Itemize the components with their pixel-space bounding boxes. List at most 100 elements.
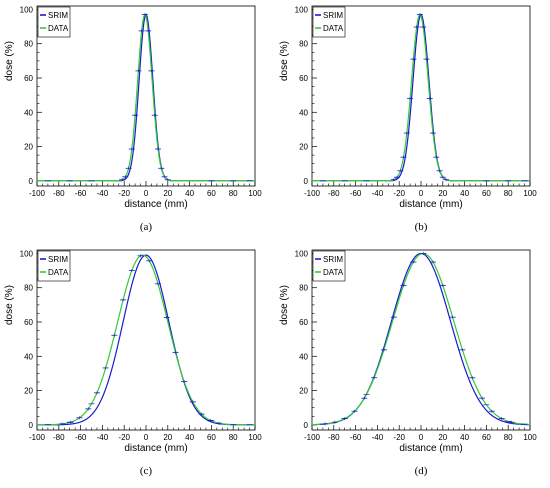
y-axis-label: dose (%) <box>279 285 290 325</box>
x-tick-label: 60 <box>207 433 216 442</box>
series-line-data <box>312 13 530 182</box>
chart-panel-d: -100 -80 -60 -40 -20 0 20 40 60 80 100 0 20 40 60 80 100… <box>279 249 537 477</box>
y-tick-label: 80 <box>299 40 308 49</box>
legend-label-srim: SRIM <box>48 11 68 20</box>
x-tick-label: -40 <box>97 189 109 198</box>
x-tick-label: -20 <box>118 189 130 198</box>
x-tick-label: -80 <box>53 189 65 198</box>
x-tick-label: 0 <box>419 433 424 442</box>
x-tick-label: -100 <box>304 189 321 198</box>
x-tick-label: 0 <box>144 433 149 442</box>
y-tick-label: 100 <box>20 249 34 258</box>
legend: SRIM DATA <box>37 6 71 38</box>
x-tick-label: 60 <box>482 189 491 198</box>
x-tick-label: -20 <box>118 433 130 442</box>
chart-panel-c: -100 -80 -60 -40 -20 0 20 40 60 80 100 0 20 40 60 80 100… <box>4 249 262 477</box>
legend-label-srim: SRIM <box>323 255 343 264</box>
panel-caption: (b) <box>415 221 428 233</box>
legend: SRIM DATA <box>312 250 346 282</box>
x-tick-label: -20 <box>393 433 405 442</box>
x-tick-label: 80 <box>504 189 513 198</box>
x-tick-label: -100 <box>304 433 321 442</box>
x-tick-label: 100 <box>523 433 537 442</box>
legend-box <box>37 250 71 282</box>
y-tick-label: 80 <box>299 284 308 293</box>
series-line-data <box>311 252 531 426</box>
legend: SRIM DATA <box>37 250 71 282</box>
y-tick-label: 40 <box>24 352 33 361</box>
y-tick-label: 40 <box>299 352 308 361</box>
y-tick-label: 20 <box>24 143 33 152</box>
x-tick-label: -60 <box>75 189 87 198</box>
x-tick-label: -80 <box>328 433 340 442</box>
x-tick-label: 20 <box>438 433 447 442</box>
y-axis-label: dose (%) <box>4 41 15 81</box>
y-tick-label: 0 <box>29 421 34 430</box>
x-tick-label: -40 <box>97 433 109 442</box>
x-tick-label: 80 <box>229 189 238 198</box>
y-tick-label: 100 <box>295 249 309 258</box>
x-tick-label: -100 <box>29 189 46 198</box>
x-tick-label: 40 <box>185 189 194 198</box>
x-tick-label: -20 <box>393 189 405 198</box>
y-tick-label: 0 <box>29 177 34 186</box>
y-tick-label: 40 <box>24 108 33 117</box>
x-tick-label: -100 <box>29 433 46 442</box>
y-tick-label: 60 <box>299 74 308 83</box>
y-tick-label: 100 <box>295 5 309 14</box>
x-tick-label: 100 <box>248 433 262 442</box>
x-tick-label: 60 <box>207 189 216 198</box>
x-tick-label: -40 <box>372 189 384 198</box>
x-axis-label: distance (mm) <box>399 199 462 210</box>
x-axis-label: distance (mm) <box>399 443 462 454</box>
x-axis-label: distance (mm) <box>124 443 187 454</box>
y-tick-label: 20 <box>299 143 308 152</box>
y-axis-label: dose (%) <box>279 41 290 81</box>
x-tick-label: -60 <box>350 189 362 198</box>
y-tick-label: 60 <box>24 74 33 83</box>
y-tick-label: 20 <box>24 387 33 396</box>
y-tick-label: 0 <box>304 177 309 186</box>
legend-label-srim: SRIM <box>48 255 68 264</box>
x-tick-label: 20 <box>163 189 172 198</box>
y-tick-label: 0 <box>304 421 309 430</box>
panel-caption: (a) <box>140 221 153 233</box>
y-tick-label: 80 <box>24 40 33 49</box>
x-tick-label: -80 <box>53 433 65 442</box>
y-tick-label: 60 <box>299 318 308 327</box>
y-tick-label: 40 <box>299 108 308 117</box>
x-tick-label: -60 <box>75 433 87 442</box>
series-line-data <box>37 13 255 182</box>
legend-box <box>37 6 71 38</box>
legend-label-srim: SRIM <box>323 11 343 20</box>
legend-label-data: DATA <box>323 24 344 33</box>
panel-caption: (d) <box>415 465 428 477</box>
x-tick-label: -80 <box>328 189 340 198</box>
x-tick-label: 20 <box>438 189 447 198</box>
x-tick-label: 40 <box>460 189 469 198</box>
series-line-srim <box>37 13 255 182</box>
x-tick-label: 100 <box>523 189 537 198</box>
legend: SRIM DATA <box>312 6 346 38</box>
y-tick-label: 80 <box>24 284 33 293</box>
x-tick-label: 0 <box>419 189 424 198</box>
y-tick-label: 20 <box>299 387 308 396</box>
legend-box <box>312 6 346 38</box>
x-axis-label: distance (mm) <box>124 199 187 210</box>
x-tick-label: 100 <box>248 189 262 198</box>
x-tick-label: 40 <box>460 433 469 442</box>
series-line-srim <box>312 13 530 182</box>
x-tick-label: -40 <box>372 433 384 442</box>
y-tick-label: 60 <box>24 318 33 327</box>
chart-panel-b: -100 -80 -60 -40 -20 0 20 40 60 80 100 0 20 40 60 80 100… <box>279 5 537 233</box>
y-axis-label: dose (%) <box>4 285 15 325</box>
x-tick-label: 80 <box>504 433 513 442</box>
panel-caption: (c) <box>140 465 153 477</box>
x-tick-label: 60 <box>482 433 491 442</box>
x-tick-label: -60 <box>350 433 362 442</box>
x-tick-label: 80 <box>229 433 238 442</box>
legend-label-data: DATA <box>48 268 69 277</box>
legend-label-data: DATA <box>323 268 344 277</box>
x-tick-label: 40 <box>185 433 194 442</box>
x-tick-label: 0 <box>144 189 149 198</box>
